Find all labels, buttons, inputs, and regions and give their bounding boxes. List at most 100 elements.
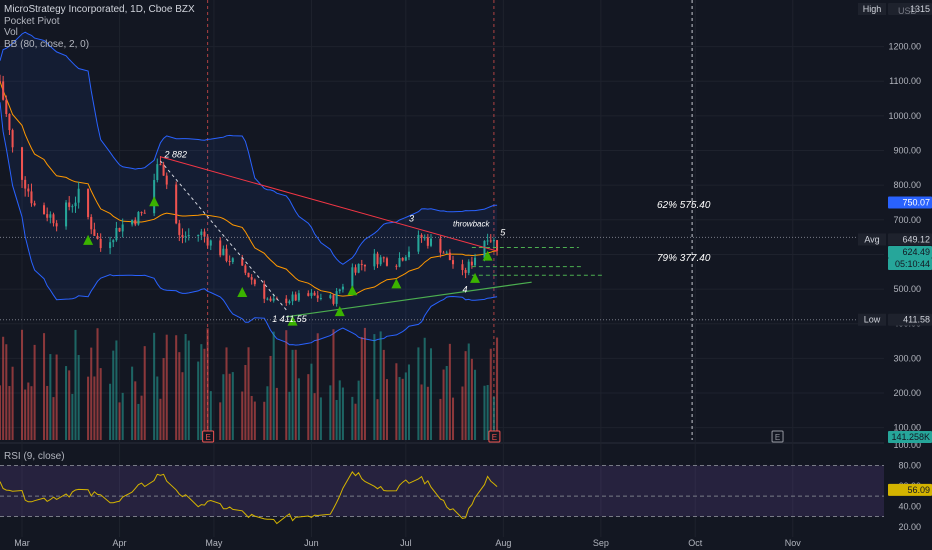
volume-bar	[27, 382, 30, 440]
volume-bar	[156, 376, 159, 440]
candle-body	[2, 81, 5, 100]
volume-bar	[401, 378, 404, 440]
volume-bar	[492, 396, 495, 440]
candle-body	[492, 240, 495, 242]
candle-body	[486, 240, 489, 242]
candle-body	[74, 202, 77, 207]
volume-bar	[483, 385, 486, 440]
candle-body	[96, 235, 99, 239]
drawings: 2 882 1 411.55 3 4 5 throwback 62% 575.40 79% 3…	[0, 149, 884, 443]
candle-body	[209, 240, 212, 246]
candle-body	[426, 237, 429, 246]
candle-body	[140, 212, 143, 214]
volume-bar	[222, 374, 225, 440]
volume-bar	[263, 401, 266, 440]
volume-bar	[187, 340, 190, 440]
volume-bar	[121, 392, 124, 440]
volume-bar	[398, 377, 401, 440]
price-tick-label: 700.00	[893, 215, 921, 225]
candle-body	[46, 214, 49, 218]
time-tick-label: Nov	[785, 538, 802, 548]
volume-bar	[112, 350, 115, 440]
rsi-badge: 56.09	[907, 485, 930, 495]
volume-bar	[165, 334, 168, 440]
fib-62-label: 62% 575.40	[657, 200, 711, 211]
price-tick-label: 100.00	[893, 423, 921, 433]
candle-body	[11, 130, 14, 148]
rsi-title[interactable]: RSI (9, close)	[4, 451, 65, 462]
volume-bar	[225, 347, 228, 440]
candle-body	[115, 227, 118, 241]
volume-bar	[228, 373, 231, 440]
volume-bar	[341, 387, 344, 440]
volume-bar	[307, 374, 310, 440]
wave-5-label: 5	[500, 227, 506, 237]
rsi-line	[0, 471, 498, 525]
candle-body	[313, 292, 316, 296]
candle-body	[272, 298, 275, 301]
volume-bar	[11, 366, 14, 440]
indicator-volume[interactable]: Vol	[4, 27, 18, 38]
volume-bar	[474, 369, 477, 440]
volume-bar	[313, 393, 316, 440]
candle-body	[442, 252, 445, 254]
candle-body	[316, 295, 319, 299]
candle-body	[203, 231, 206, 237]
volume-bar	[426, 386, 429, 440]
volume-bar	[87, 376, 90, 440]
candle-body	[329, 295, 332, 299]
indicator-bollinger[interactable]: BB (80, close, 2, 0)	[4, 39, 90, 50]
volume-bar	[332, 329, 335, 440]
candle-body	[357, 263, 360, 273]
volume-bar	[486, 385, 489, 440]
candle-body	[310, 292, 313, 296]
volume-bar	[338, 380, 341, 440]
candle-body	[187, 235, 190, 237]
candle-body	[341, 286, 344, 290]
candle-body	[354, 267, 357, 273]
volume-bar	[316, 333, 319, 440]
volume-bar	[335, 399, 338, 440]
volume-bar	[404, 372, 407, 440]
candle-body	[376, 253, 379, 265]
volume-bar	[253, 401, 256, 440]
bollinger-upper	[0, 31, 498, 265]
earnings-marker-box	[771, 430, 784, 443]
time-tick-label: Sep	[593, 538, 609, 548]
volume-bar	[357, 380, 360, 440]
volume-bar	[241, 391, 244, 440]
earnings-marker-box	[202, 430, 215, 443]
volume-bar	[470, 358, 473, 440]
symbol-title[interactable]: MicroStrategy Incorporated, 1D, Cboe BZX	[4, 4, 195, 15]
volume-bar	[395, 363, 398, 440]
resistance-trendline	[160, 156, 498, 252]
volume-badge: 141.258K	[891, 432, 930, 442]
candle-body	[93, 229, 96, 236]
candle-body	[423, 237, 426, 239]
price-tick-label: 1000.00	[888, 111, 921, 121]
volume-bar	[423, 337, 426, 440]
high-badge: 1315	[910, 4, 930, 14]
candle-body	[71, 206, 74, 208]
candle-body	[429, 238, 433, 246]
volume-bar	[0, 385, 2, 440]
rsi-tick-label: 80.00	[898, 460, 921, 470]
candle-body	[244, 265, 247, 273]
candle-body	[137, 212, 140, 225]
volume-bar	[360, 337, 363, 440]
volume-bar	[489, 348, 492, 440]
candle-body	[382, 257, 385, 259]
candle-body	[241, 258, 244, 266]
candle-body	[338, 289, 341, 292]
volume-bar	[46, 385, 49, 440]
time-tick-label: Oct	[688, 538, 703, 548]
candle-body	[225, 248, 228, 261]
volume-bar	[209, 391, 212, 440]
pocket-pivot-marker	[391, 278, 402, 289]
candle-body	[68, 202, 71, 207]
indicator-pocket-pivot[interactable]: Pocket Pivot	[4, 16, 60, 27]
volume-bar	[5, 344, 8, 440]
candle-body	[49, 214, 52, 218]
candle-body	[474, 257, 477, 266]
